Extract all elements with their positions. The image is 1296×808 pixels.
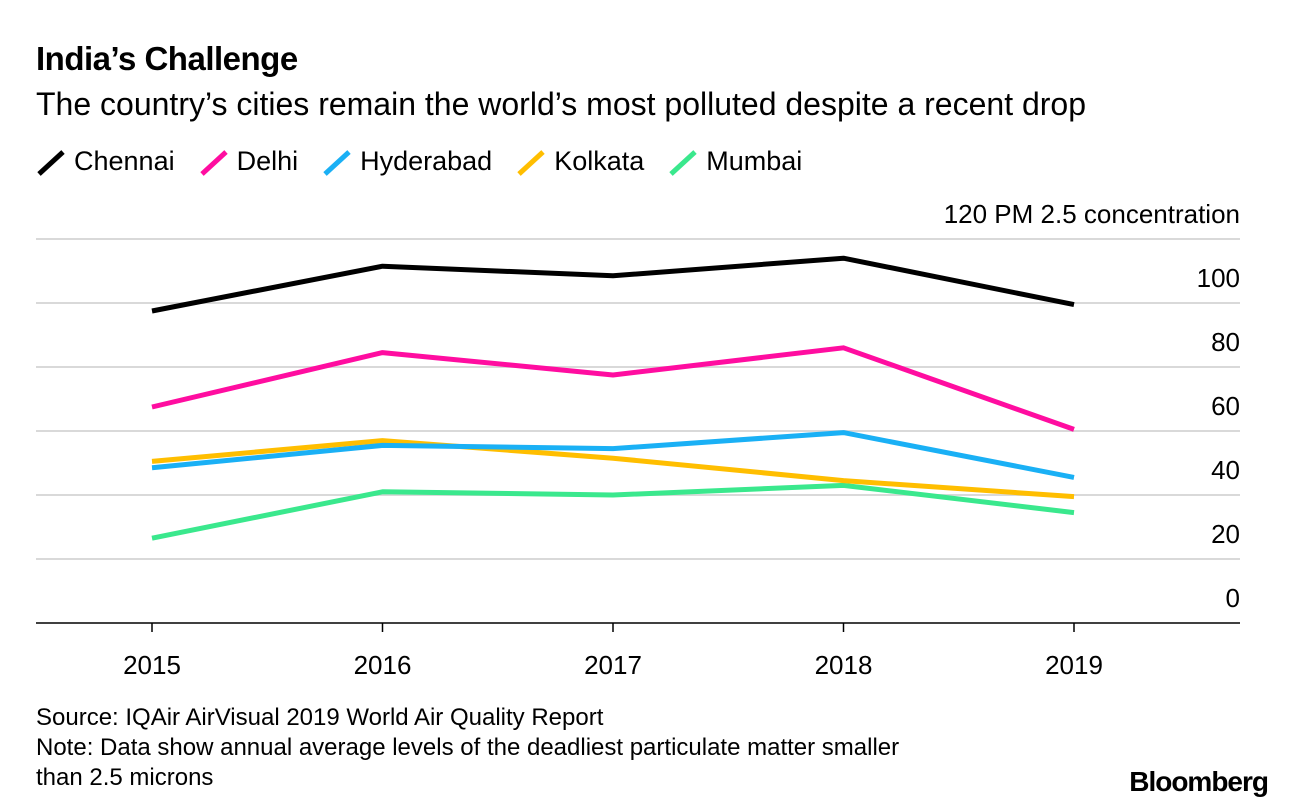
legend-swatch-delhi	[199, 149, 228, 176]
y-tick-label: 0	[1226, 583, 1240, 613]
legend-label: Kolkata	[554, 146, 645, 176]
bloomberg-logo: Bloomberg	[1129, 766, 1269, 797]
x-tick-label: 2015	[123, 650, 181, 680]
legend-label: Mumbai	[706, 146, 803, 176]
data-note-line-2: than 2.5 microns	[36, 764, 214, 791]
y-tick-label: 40	[1211, 455, 1240, 485]
y-tick-label: 120 PM 2.5 concentration	[944, 199, 1240, 229]
legend-item-mumbai: Mumbai	[668, 146, 802, 177]
legend-label: Hyderabad	[360, 146, 493, 176]
x-tick-label: 2016	[354, 650, 412, 680]
series-line-chennai	[151, 255, 1075, 314]
series-line-delhi	[151, 345, 1075, 432]
legend-label: Chennai	[74, 146, 175, 176]
data-note-line-1: Note: Data show annual average levels of…	[36, 734, 900, 761]
x-tick-label: 2017	[584, 650, 642, 680]
x-tick-label: 2019	[1045, 650, 1103, 680]
series-line-mumbai	[151, 482, 1075, 541]
legend-label: Delhi	[236, 146, 299, 176]
chart-subtitle: The country’s cities remain the world’s …	[36, 86, 1087, 122]
y-tick-label: 60	[1211, 391, 1240, 421]
chart-footer: Source: IQAir AirVisual 2019 World Air Q…	[36, 703, 899, 793]
legend-swatch-kolkata	[517, 149, 545, 176]
chart-title: India’s Challenge	[36, 40, 298, 77]
legend-item-delhi: Delhi	[199, 146, 299, 177]
series-line-kolkata	[151, 438, 1075, 500]
legend-item-chennai: Chennai	[36, 146, 175, 177]
x-tick-label: 2018	[815, 650, 873, 680]
legend-swatch-mumbai	[669, 149, 697, 176]
legend-swatch-hyderabad	[323, 149, 351, 176]
legend-item-kolkata: Kolkata	[516, 146, 644, 177]
series-line-hyderabad	[151, 430, 1075, 480]
y-tick-label: 80	[1211, 327, 1240, 357]
line-chart: 0 20 40 60 80 100 120 PM 2.5 concentration 2015…	[36, 199, 1240, 680]
y-tick-label: 100	[1197, 263, 1240, 293]
chart-legend: Chennai Delhi Hyderabad Kolkata Mumbai	[36, 146, 826, 177]
legend-item-hyderabad: Hyderabad	[322, 146, 492, 177]
y-tick-label: 20	[1211, 519, 1240, 549]
legend-swatch-chennai	[37, 149, 65, 176]
source-note: Source: IQAir AirVisual 2019 World Air Q…	[36, 704, 604, 731]
